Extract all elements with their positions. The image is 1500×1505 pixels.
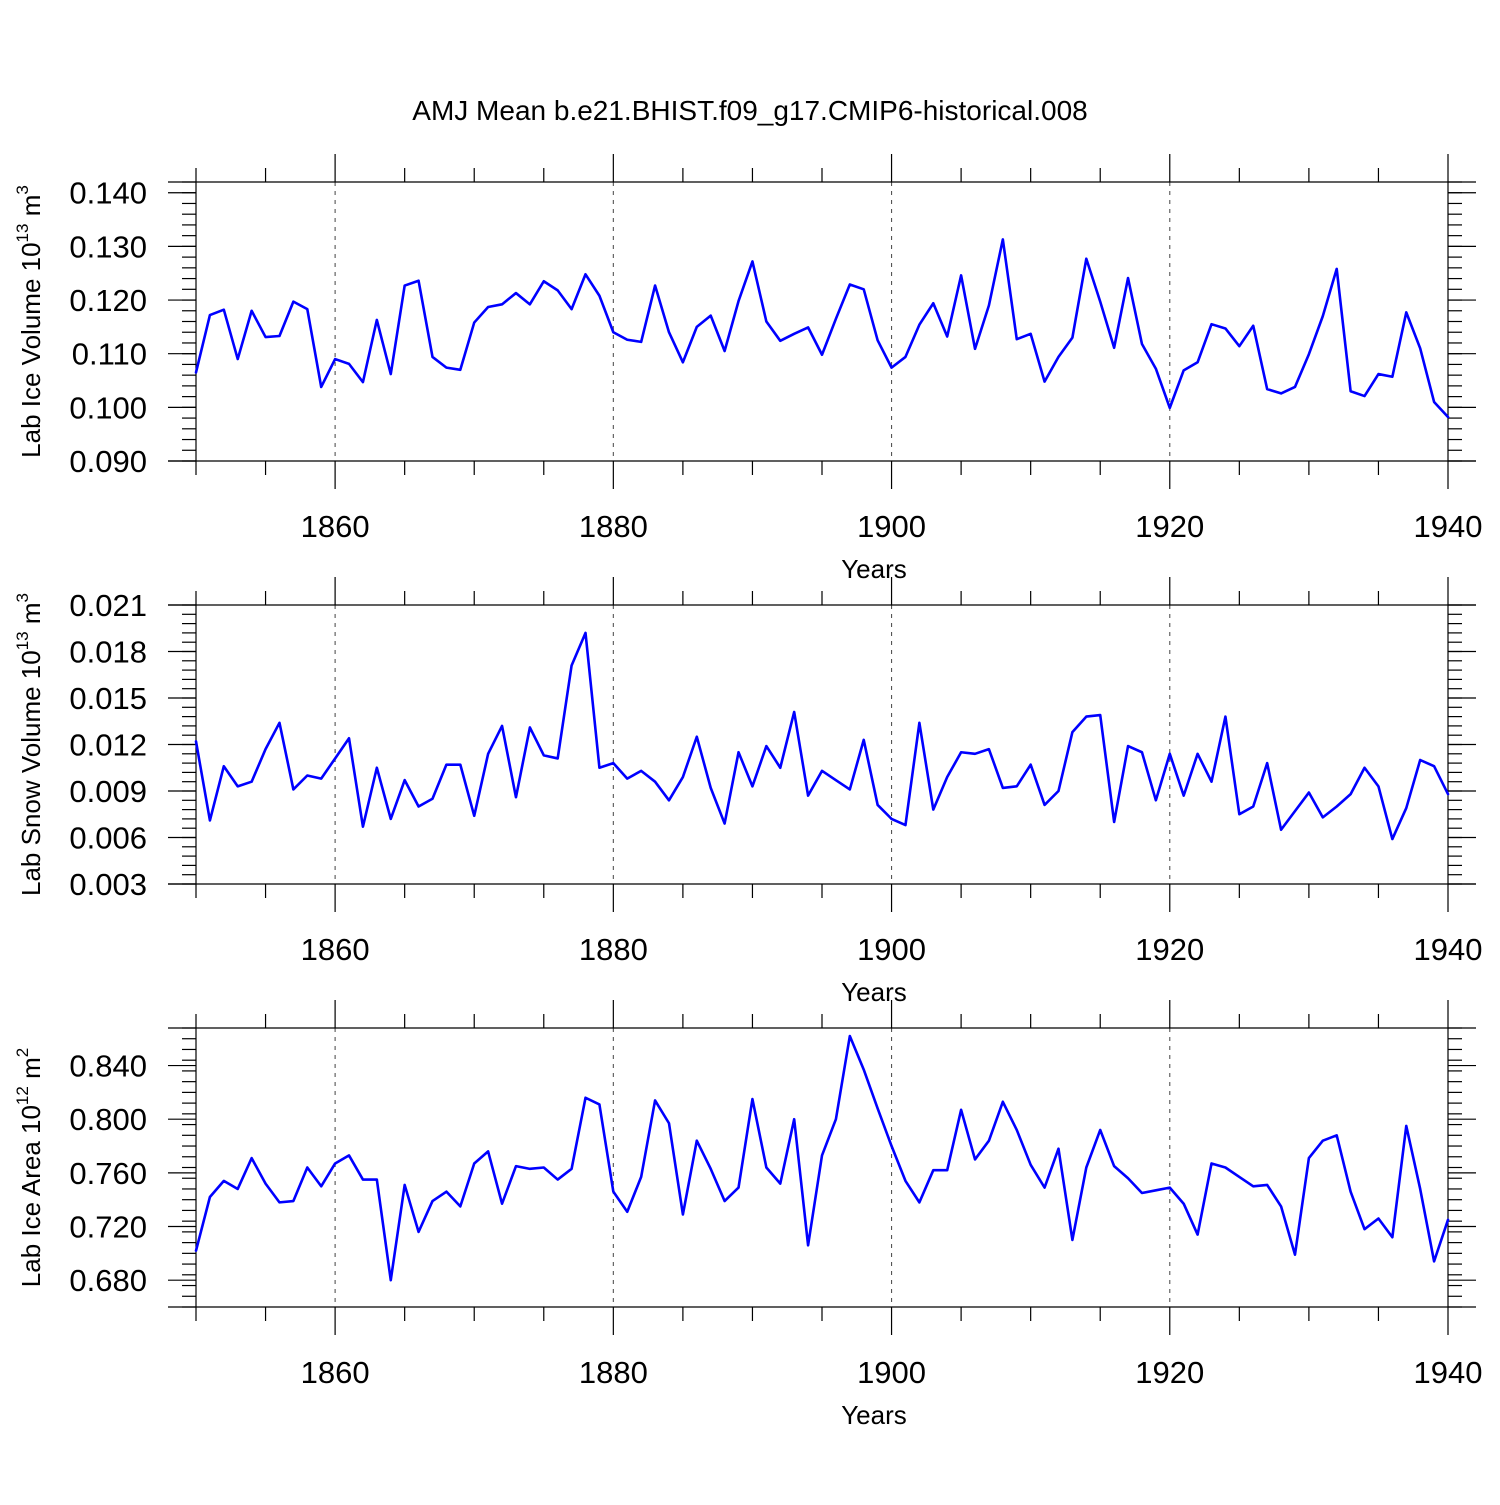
x-tick-label: 1860 bbox=[301, 1355, 370, 1390]
x-tick-label: 1940 bbox=[1414, 1355, 1483, 1390]
y-tick-label: 0.680 bbox=[69, 1263, 147, 1298]
x-axis-label: Years bbox=[841, 977, 907, 1007]
y-axis-label-exponent: 12 bbox=[13, 1086, 32, 1105]
series-line bbox=[194, 238, 1450, 419]
y-tick-label: 0.110 bbox=[72, 337, 147, 372]
x-tick-label: 1940 bbox=[1414, 932, 1483, 967]
y-axis-label-exponent: 13 bbox=[13, 631, 32, 650]
y-tick-label: 0.800 bbox=[69, 1102, 147, 1137]
x-tick-label: 1920 bbox=[1135, 509, 1204, 544]
series-line bbox=[194, 631, 1450, 841]
y-tick-label: 0.009 bbox=[69, 774, 147, 809]
y-tick-label: 0.760 bbox=[69, 1156, 147, 1191]
y-tick-label: 0.018 bbox=[69, 635, 147, 670]
y-axis-label-unit: m bbox=[16, 602, 46, 631]
y-tick-label: 0.006 bbox=[69, 821, 147, 856]
x-tick-label: 1900 bbox=[857, 932, 926, 967]
y-tick-label: 0.120 bbox=[69, 283, 147, 318]
y-tick-label: 0.021 bbox=[69, 588, 147, 623]
x-axis-label: Years bbox=[841, 1400, 907, 1430]
chart-panel-2: 0.003 0.006 0.009 0.012 0.015 0.018 0.021 1860 1… bbox=[13, 577, 1482, 1007]
y-tick-label: 0.012 bbox=[69, 728, 147, 763]
y-tick-label: 0.003 bbox=[69, 867, 147, 902]
y-tick-label: 0.090 bbox=[69, 444, 147, 479]
y-axis-label: Lab Ice Volume 1013 m3 bbox=[13, 185, 46, 458]
y-tick-label: 0.130 bbox=[69, 229, 147, 264]
x-tick-label: 1920 bbox=[1135, 932, 1204, 967]
y-axis-label-main: Lab Ice Volume 10 bbox=[16, 242, 46, 457]
y-axis-label-main: Lab Snow Volume 10 bbox=[16, 650, 46, 896]
y-axis-label-unit-exponent: 2 bbox=[13, 1048, 32, 1057]
series-line bbox=[194, 1034, 1450, 1282]
x-tick-label: 1900 bbox=[857, 1355, 926, 1390]
x-tick-label: 1880 bbox=[579, 509, 648, 544]
panels: 0.090 0.100 0.110 0.120 0.130 0.140 1860 1880 19… bbox=[13, 154, 1482, 1430]
y-tick-label: 0.840 bbox=[69, 1049, 147, 1084]
x-tick-label: 1920 bbox=[1135, 1355, 1204, 1390]
x-tick-label: 1900 bbox=[857, 509, 926, 544]
y-axis-label-unit-exponent: 3 bbox=[13, 593, 32, 602]
y-axis-label: Lab Snow Volume 1013 m3 bbox=[13, 593, 46, 896]
y-tick-label: 0.720 bbox=[69, 1210, 147, 1245]
x-tick-label: 1880 bbox=[579, 1355, 648, 1390]
x-tick-label: 1860 bbox=[301, 932, 370, 967]
y-axis-label-unit: m bbox=[16, 1057, 46, 1086]
chart-panel-1: 0.090 0.100 0.110 0.120 0.130 0.140 1860 1880 19… bbox=[13, 154, 1482, 584]
x-tick-label: 1940 bbox=[1414, 509, 1483, 544]
x-axis-label: Years bbox=[841, 554, 907, 584]
x-tick-label: 1880 bbox=[579, 932, 648, 967]
y-axis-label: Lab Ice Area 1012 m2 bbox=[13, 1048, 46, 1287]
y-axis-label-exponent: 13 bbox=[13, 224, 32, 243]
y-axis-label-unit: m bbox=[16, 195, 46, 224]
y-axis-label-unit-exponent: 3 bbox=[13, 185, 32, 194]
y-axis-label-main: Lab Ice Area 10 bbox=[16, 1105, 46, 1287]
y-tick-label: 0.140 bbox=[69, 176, 147, 211]
chart-panel-3: 0.680 0.720 0.760 0.800 0.840 1860 1880 1900 192… bbox=[13, 1000, 1482, 1430]
y-tick-label: 0.100 bbox=[69, 390, 147, 425]
y-tick-label: 0.015 bbox=[69, 681, 147, 716]
x-tick-label: 1860 bbox=[301, 509, 370, 544]
figure-title: AMJ Mean b.e21.BHIST.f09_g17.CMIP6-histo… bbox=[412, 95, 1087, 126]
